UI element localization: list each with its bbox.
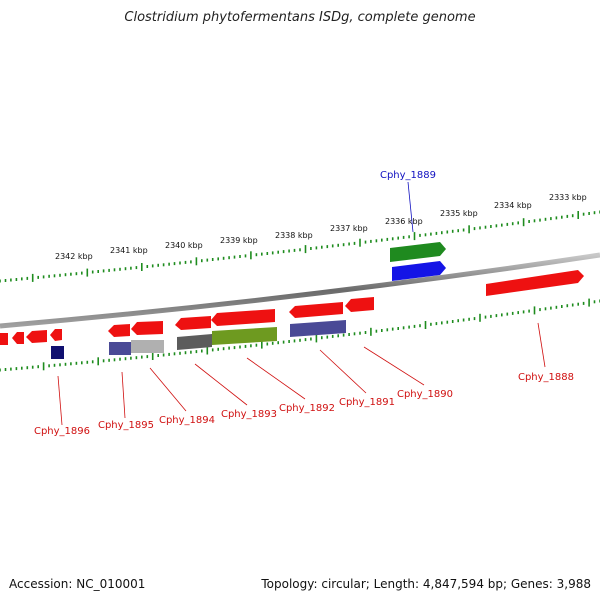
gene-arrow-green[interactable] bbox=[390, 242, 446, 262]
kbp-label-2340: 2340 kbp bbox=[165, 241, 203, 250]
gene-label-cphy1890[interactable]: Cphy_1890 bbox=[397, 389, 453, 400]
leader-cphy1896 bbox=[57, 375, 63, 426]
gene-arrow-cphy1888[interactable] bbox=[486, 270, 584, 296]
gene-label-cphy1895[interactable]: Cphy_1895 bbox=[98, 420, 154, 431]
gene-arrow-cphy1891[interactable] bbox=[289, 302, 343, 318]
gene-arrow-left-3[interactable] bbox=[26, 330, 47, 343]
gene-block-cphy1896[interactable] bbox=[51, 346, 64, 359]
leader-cphy1892 bbox=[246, 357, 306, 400]
gene-arrow-left-1[interactable] bbox=[0, 333, 8, 345]
gene-arrow-left-2[interactable] bbox=[12, 332, 24, 344]
gene-arrow-cphy1893[interactable] bbox=[175, 316, 211, 330]
gene-block-cphy1893[interactable] bbox=[177, 334, 212, 350]
forward-strand-genes bbox=[390, 242, 584, 296]
accession-text: Accession: NC_010001 bbox=[9, 577, 146, 591]
leader-lines bbox=[57, 181, 546, 426]
gene-arrow-blue[interactable] bbox=[392, 261, 446, 281]
gene-block-cphy1894[interactable] bbox=[131, 340, 164, 353]
leader-cphy1888 bbox=[537, 322, 546, 368]
genome-backbone bbox=[0, 252, 600, 329]
reverse-strand-genes bbox=[0, 297, 374, 359]
kbp-label-2341: 2341 kbp bbox=[110, 246, 148, 255]
kbp-label-2336: 2336 kbp bbox=[385, 217, 423, 226]
kbp-label-2334: 2334 kbp bbox=[494, 201, 532, 210]
kbp-label-2342: 2342 kbp bbox=[55, 252, 93, 261]
gene-block-cphy1895[interactable] bbox=[109, 342, 131, 355]
leader-cphy1890 bbox=[363, 346, 425, 386]
gene-label-cphy1891[interactable]: Cphy_1891 bbox=[339, 397, 395, 408]
map-title: Clostridium phytofermentans ISDg, comple… bbox=[124, 10, 476, 25]
gene-block-cphy1891[interactable] bbox=[290, 320, 346, 337]
gene-label-cphy1896[interactable]: Cphy_1896 bbox=[34, 426, 90, 437]
leader-cphy1894 bbox=[149, 367, 187, 412]
gene-arrow-left-4[interactable] bbox=[50, 329, 62, 341]
gene-arrow-cphy1890[interactable] bbox=[345, 297, 374, 312]
kbp-label-2338: 2338 kbp bbox=[275, 231, 313, 240]
gene-label-cphy1894[interactable]: Cphy_1894 bbox=[159, 415, 215, 426]
gene-arrow-cphy1892[interactable] bbox=[211, 309, 275, 326]
gene-block-cphy1892[interactable] bbox=[212, 327, 277, 345]
gene-label-cphy1892[interactable]: Cphy_1892 bbox=[279, 403, 335, 414]
leader-cphy1895 bbox=[121, 371, 126, 419]
kbp-label-2335: 2335 kbp bbox=[440, 209, 478, 218]
gene-label-cphy1893[interactable]: Cphy_1893 bbox=[221, 409, 277, 420]
gene-label-cphy1889[interactable]: Cphy_1889 bbox=[380, 170, 436, 181]
topology-text: Topology: circular; Length: 4,847,594 bp… bbox=[261, 577, 591, 591]
leader-cphy1893 bbox=[194, 363, 248, 406]
upper-tick-track bbox=[0, 210, 600, 283]
kbp-label-2337: 2337 kbp bbox=[330, 224, 368, 233]
leader-cphy1891 bbox=[319, 349, 367, 394]
kbp-label-2333: 2333 kbp bbox=[549, 193, 587, 202]
leader-cphy1889 bbox=[407, 181, 414, 233]
gene-arrow-cphy1895[interactable] bbox=[108, 324, 130, 337]
gene-arrow-cphy1894[interactable] bbox=[131, 321, 163, 335]
lower-tick-track bbox=[0, 298, 600, 372]
kbp-label-2339: 2339 kbp bbox=[220, 236, 258, 245]
gene-label-cphy1888[interactable]: Cphy_1888 bbox=[518, 372, 574, 383]
